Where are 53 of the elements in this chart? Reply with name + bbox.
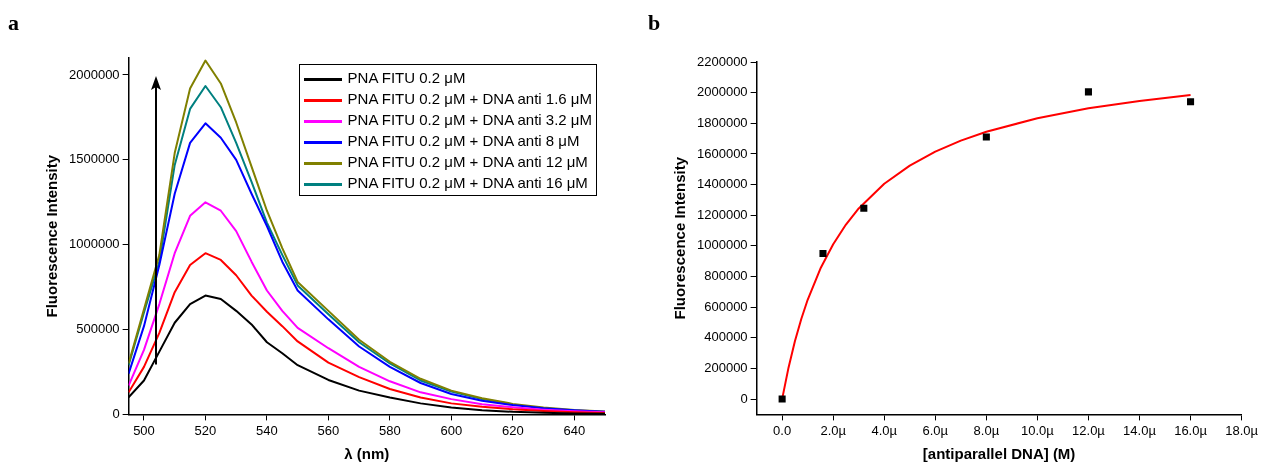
- point: [1187, 98, 1195, 106]
- chart-title: b: [648, 10, 661, 36]
- y-tick-label: 1000000: [696, 237, 748, 253]
- x-tick-label: 620: [501, 422, 524, 438]
- y-tick-label: 800000: [704, 268, 748, 284]
- y-tick-label: 1400000: [696, 176, 748, 192]
- x-tick-label: 18.0µ: [1225, 422, 1259, 438]
- y-tick-label: 1600000: [696, 145, 748, 161]
- y-tick-label: 2000000: [696, 84, 748, 100]
- point: [860, 204, 868, 212]
- point: [778, 395, 786, 403]
- legend-label: PNA FITU 0.2 μM + DNA anti 3.2 μM: [347, 111, 592, 128]
- y-tick-label: 0: [740, 390, 748, 406]
- x-tick-label: 16.0µ: [1174, 422, 1208, 438]
- legend-label: PNA FITU 0.2 μM + DNA anti 8 μM: [347, 132, 580, 149]
- x-tick-label: 500: [133, 422, 155, 438]
- x-tick-label: 4.0µ: [871, 422, 898, 438]
- point: [982, 133, 990, 141]
- legend-label: PNA FITU 0.2 μM + DNA anti 16 μM: [347, 174, 588, 191]
- legend-label: PNA FITU 0.2 μM: [347, 69, 466, 86]
- y-tick-label: 400000: [704, 329, 748, 345]
- y-tick-label: 600000: [704, 298, 748, 314]
- x-tick-label: 14.0µ: [1123, 422, 1157, 438]
- point: [1084, 88, 1092, 96]
- chart-title: a: [8, 10, 19, 36]
- x-tick-label: 640: [563, 422, 586, 438]
- legend-label: PNA FITU 0.2 μM + DNA anti 12 μM: [347, 153, 588, 170]
- y-tick-label: 200000: [704, 360, 748, 376]
- x-tick-label: 540: [256, 422, 278, 438]
- x-tick-label: 12.0µ: [1072, 422, 1106, 438]
- y-tick-label: 1000000: [68, 236, 120, 252]
- x-tick-label: 0.0: [773, 422, 792, 438]
- x-tick-label: 520: [194, 422, 217, 438]
- y-tick-label: 1500000: [68, 151, 120, 167]
- y-tick-label: 2200000: [696, 53, 748, 69]
- point: [819, 249, 827, 258]
- y-tick-label: 500000: [76, 321, 120, 337]
- x-axis-title: λ (nm): [344, 445, 390, 463]
- x-axis-title: [antiparallel DNA] (M): [922, 445, 1076, 463]
- y-tick-label: 1800000: [696, 114, 748, 130]
- x-tick-label: 8.0µ: [973, 422, 1000, 438]
- x-tick-label: 2.0µ: [820, 422, 847, 438]
- x-tick-label: 600: [440, 422, 463, 438]
- x-tick-label: 580: [379, 422, 401, 438]
- y-tick-label: 2000000: [68, 66, 120, 82]
- x-tick-label: 6.0µ: [922, 422, 949, 438]
- y-tick-label: 1200000: [696, 206, 748, 222]
- legend-label: PNA FITU 0.2 μM + DNA anti 1.6 μM: [347, 90, 592, 107]
- y-axis-title: Fluorescence Intensity: [43, 154, 61, 318]
- x-tick-label: 10.0µ: [1021, 422, 1055, 438]
- x-tick-label: 560: [317, 422, 340, 438]
- y-tick-label: 0: [112, 405, 120, 421]
- y-axis-title: Fluorescence Intensity: [671, 156, 689, 320]
